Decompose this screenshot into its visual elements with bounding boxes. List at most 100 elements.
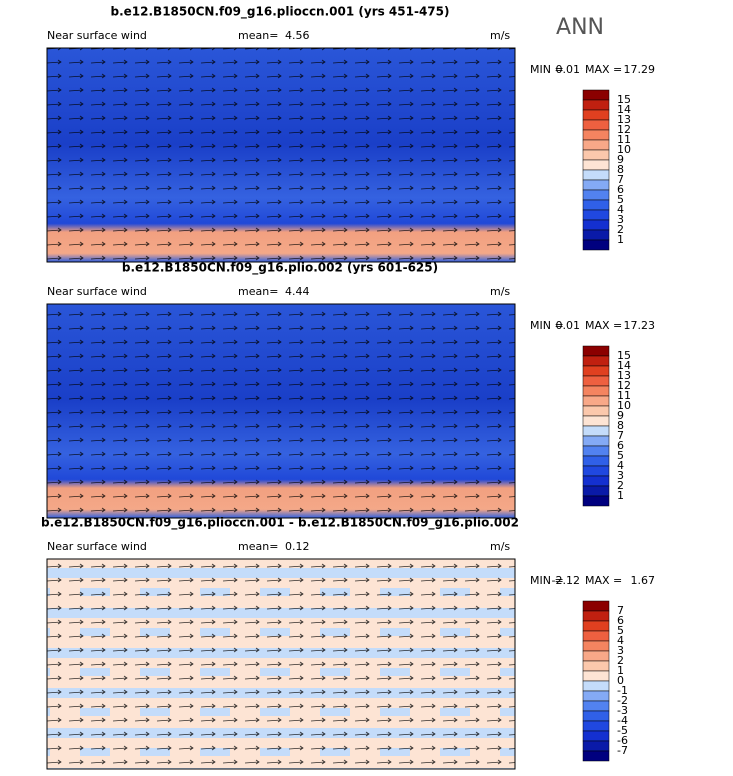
colorbar-swatch <box>582 710 610 722</box>
colorbar-label: 1 <box>617 664 624 677</box>
units-label: m/s <box>490 29 510 42</box>
min-label: MIN = <box>530 574 564 587</box>
colorbar-swatch <box>582 495 610 507</box>
colorbar-label: 9 <box>617 409 624 422</box>
min-value: 0.01 <box>556 63 581 76</box>
colorbar-label: 2 <box>617 479 624 492</box>
variable-label: Near surface wind <box>47 29 147 42</box>
mean-label: mean= <box>238 29 278 42</box>
mean-value: 0.12 <box>285 540 310 553</box>
colorbar-swatch <box>582 239 610 251</box>
colorbar-swatch <box>582 415 610 427</box>
colorbar-label: 11 <box>617 389 631 402</box>
colorbar-label: 3 <box>617 469 624 482</box>
colorbar-swatch <box>582 630 610 642</box>
colorbar-label: 14 <box>617 359 631 372</box>
colorbar-swatch <box>582 355 610 367</box>
colorbar-label: 0 <box>617 674 624 687</box>
colorbar-label: 11 <box>617 133 631 146</box>
colorbar-swatch <box>582 209 610 221</box>
colorbar-swatch <box>582 405 610 417</box>
colorbar-swatch <box>582 129 610 141</box>
colorbar-label: 15 <box>617 93 631 106</box>
colorbar-label: 12 <box>617 379 631 392</box>
colorbar-swatch <box>582 465 610 477</box>
colorbar-label: 5 <box>617 449 624 462</box>
variable-label: Near surface wind <box>47 540 147 553</box>
colorbar-label: 7 <box>617 429 624 442</box>
colorbar-swatch <box>582 720 610 732</box>
colorbar-swatch <box>582 740 610 752</box>
season-label: ANN <box>556 15 604 40</box>
colorbar-swatch <box>582 660 610 672</box>
colorbar-label: 14 <box>617 103 631 116</box>
max-value: 1.67 <box>631 574 656 587</box>
mean-value: 4.56 <box>285 29 310 42</box>
colorbar-swatch <box>582 700 610 712</box>
colorbar-label: -2 <box>617 694 628 707</box>
colorbar-swatch <box>582 345 610 357</box>
colorbar-swatch <box>582 620 610 632</box>
colorbar-swatch <box>582 219 610 231</box>
variable-label: Near surface wind <box>47 285 147 298</box>
min-value: 0.01 <box>556 319 581 332</box>
colorbar-label: 3 <box>617 644 624 657</box>
colorbar-label: 10 <box>617 143 631 156</box>
wind-vectors <box>47 559 515 769</box>
colorbar-swatch <box>582 229 610 241</box>
panel-title: b.e12.B1850CN.f09_g16.plioccn.001 (yrs 4… <box>111 5 450 20</box>
colorbar-label: 8 <box>617 163 624 176</box>
min-value: -2.12 <box>552 574 580 587</box>
units-label: m/s <box>490 285 510 298</box>
colorbar-swatch <box>582 650 610 662</box>
max-value: 17.29 <box>624 63 656 76</box>
colorbar-label: 4 <box>617 459 624 472</box>
panel-title: b.e12.B1850CN.f09_g16.plio.002 (yrs 601-… <box>122 261 438 276</box>
units-label: m/s <box>490 540 510 553</box>
colorbar-swatch <box>582 435 610 447</box>
mean-label: mean= <box>238 285 278 298</box>
min-label: MIN = <box>530 63 564 76</box>
colorbar-label: 2 <box>617 654 624 667</box>
colorbar-swatch <box>582 640 610 652</box>
colorbar-label: 15 <box>617 349 631 362</box>
colorbar-label: 6 <box>617 183 624 196</box>
colorbar-swatch <box>582 750 610 762</box>
colorbar-swatch <box>582 375 610 387</box>
colorbar-label: 12 <box>617 123 631 136</box>
colorbar-swatch <box>582 395 610 407</box>
colorbar-swatch <box>582 119 610 131</box>
colorbar-swatch <box>582 179 610 191</box>
colorbar-swatch <box>582 600 610 612</box>
colorbar-swatch <box>582 680 610 692</box>
colorbar-label: 13 <box>617 113 631 126</box>
wind-vectors <box>47 304 515 518</box>
colorbar-swatch <box>582 159 610 171</box>
colorbar-swatch <box>582 455 610 467</box>
colorbar-swatch <box>582 610 610 622</box>
colorbar-swatch <box>582 385 610 397</box>
min-label: MIN = <box>530 319 564 332</box>
wind-vectors <box>47 48 515 262</box>
colorbar-label: -1 <box>617 684 628 697</box>
colorbar-swatch <box>582 670 610 682</box>
colorbar-swatch <box>582 149 610 161</box>
colorbar-swatch <box>582 485 610 497</box>
colorbar-label: -3 <box>617 704 628 717</box>
colorbar-swatch <box>582 730 610 742</box>
colorbar-swatch <box>582 99 610 111</box>
colorbar-label: 4 <box>617 203 624 216</box>
colorbar-label: 6 <box>617 439 624 452</box>
colorbar-label: -5 <box>617 724 628 737</box>
colorbar-swatch <box>582 169 610 181</box>
colorbar-label: 2 <box>617 223 624 236</box>
colorbar-swatch <box>582 199 610 211</box>
colorbar-swatch <box>582 89 610 101</box>
mean-value: 4.44 <box>285 285 310 298</box>
colorbar-label: -4 <box>617 714 628 727</box>
colorbar-label: 9 <box>617 153 624 166</box>
colorbar-swatch <box>582 189 610 201</box>
colorbar-label: 6 <box>617 614 624 627</box>
